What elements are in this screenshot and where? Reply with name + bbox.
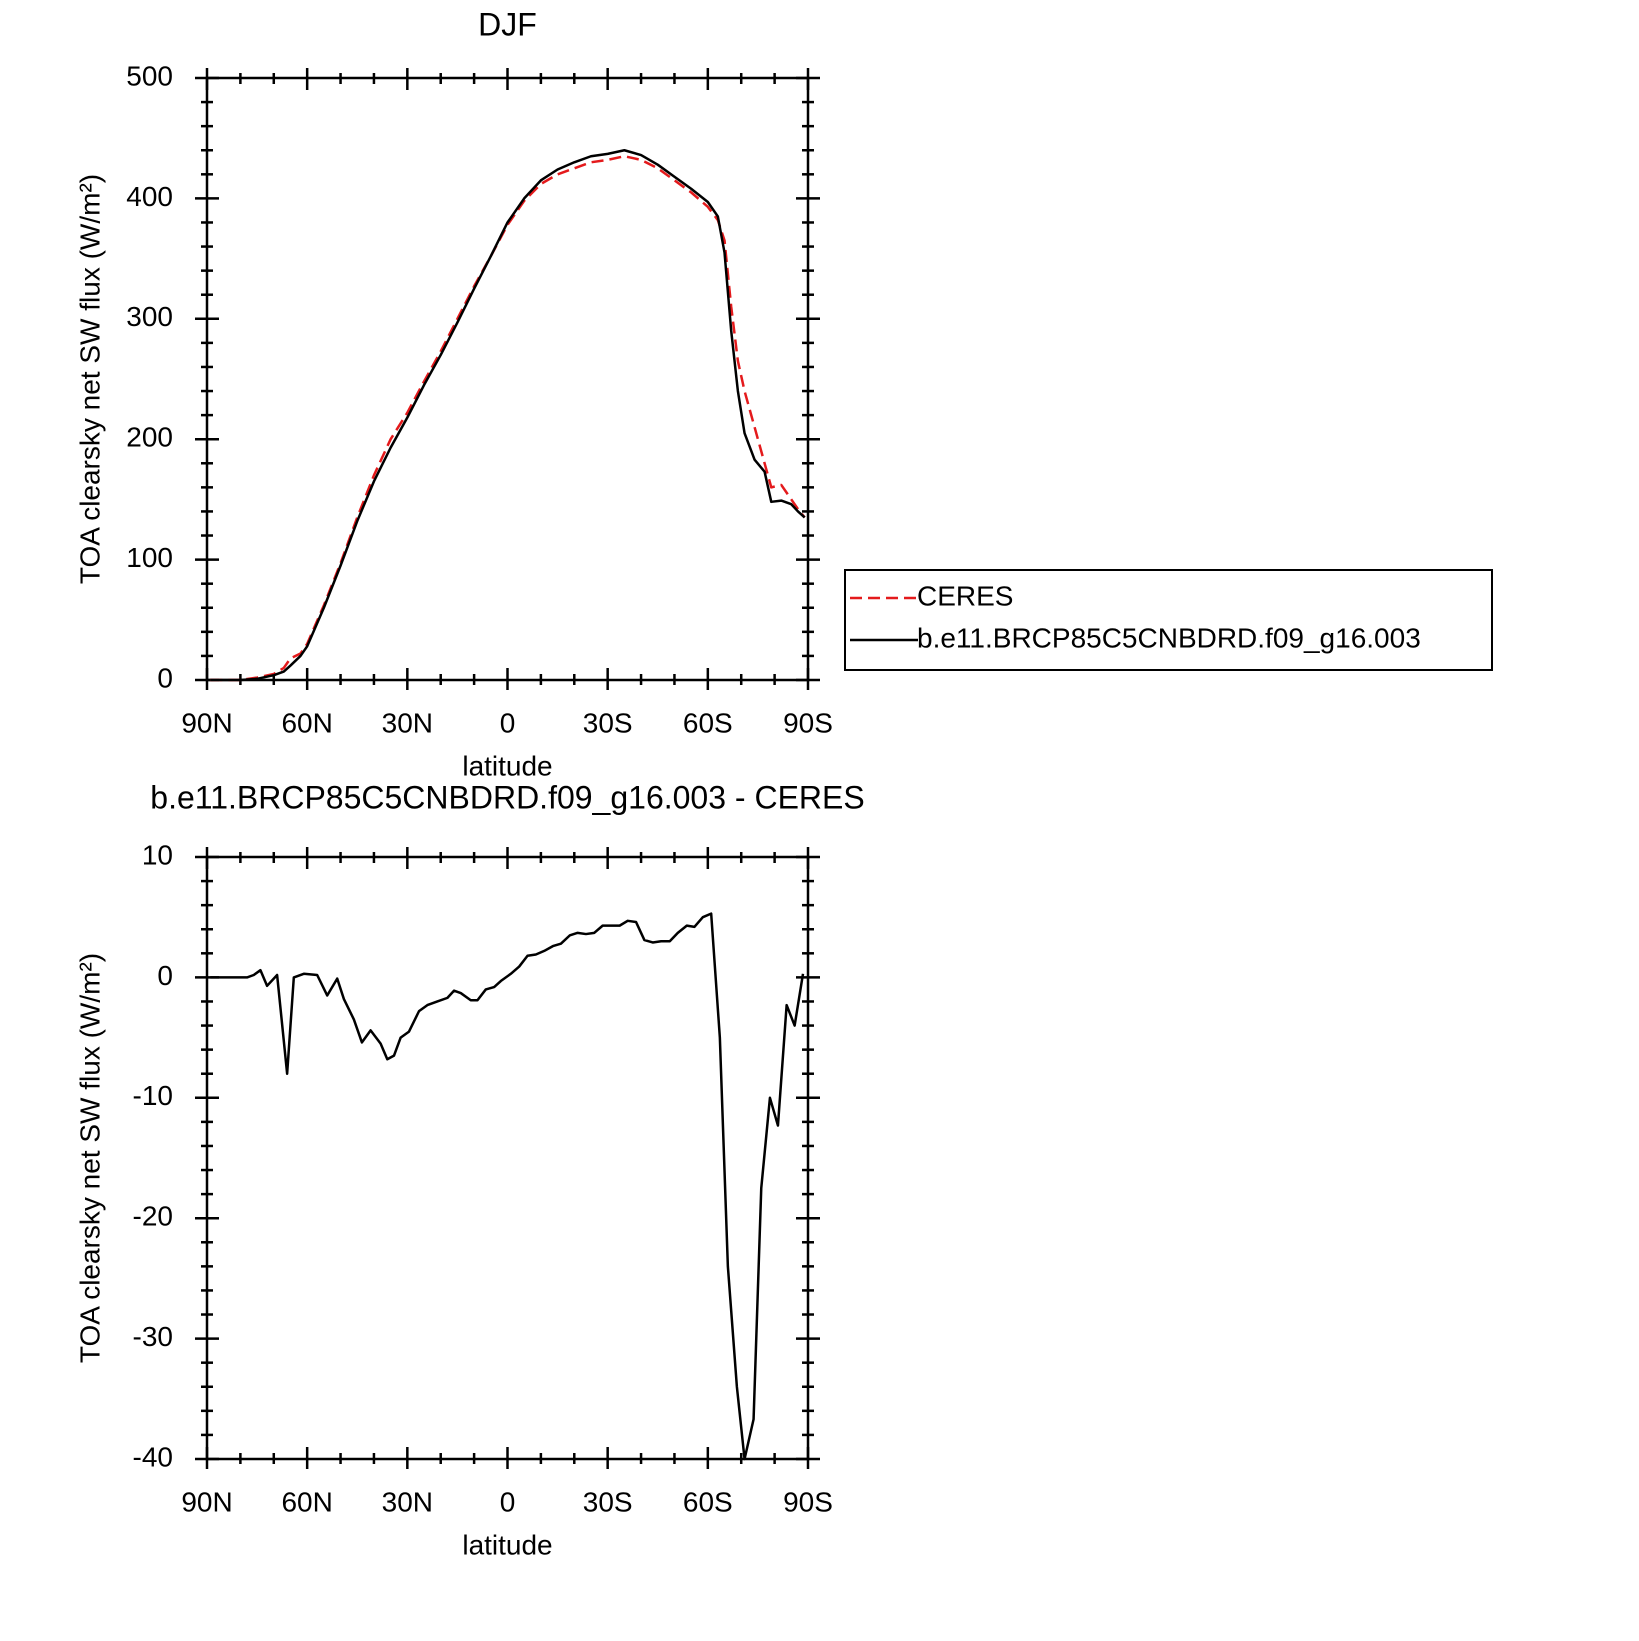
- legend-label: b.e11.BRCP85C5CNBDRD.f09_g16.003: [917, 622, 1421, 653]
- y-tick-label: -40: [133, 1441, 173, 1472]
- x-tick-label: 60N: [281, 707, 332, 738]
- y-tick-label: 200: [126, 422, 173, 453]
- x-axis-label: latitude: [462, 1529, 552, 1560]
- plot-frame: [205, 76, 810, 682]
- y-tick-label: 0: [157, 662, 173, 693]
- data-line: [210, 148, 806, 682]
- y-axis-label: TOA clearsky net SW flux (W/m²): [74, 953, 105, 1363]
- y-tick-label: 100: [126, 542, 173, 573]
- x-tick-label: 30S: [583, 1486, 633, 1517]
- y-tick-label: 500: [126, 60, 173, 91]
- x-tick-label: 30S: [583, 707, 633, 738]
- y-tick-label: 10: [142, 839, 173, 870]
- legend-label: CERES: [917, 580, 1013, 611]
- x-tick-label: 60S: [683, 707, 733, 738]
- x-tick-label: 90S: [783, 707, 833, 738]
- x-tick-label: 30N: [382, 1486, 433, 1517]
- data-line: [210, 912, 805, 1461]
- x-tick-label: 90N: [181, 1486, 232, 1517]
- plot-frame: [205, 855, 810, 1461]
- y-tick-label: 300: [126, 301, 173, 332]
- y-tick-label: 0: [157, 960, 173, 991]
- x-tick-label: 0: [500, 707, 516, 738]
- chart-title: DJF: [478, 6, 537, 42]
- data-line: [210, 155, 806, 682]
- chart-title: b.e11.BRCP85C5CNBDRD.f09_g16.003 - CERES: [150, 779, 864, 815]
- x-axis-label: latitude: [462, 750, 552, 781]
- y-tick-label: -20: [133, 1201, 173, 1232]
- y-tick-label: 400: [126, 181, 173, 212]
- y-tick-label: -30: [133, 1321, 173, 1352]
- y-axis-label: TOA clearsky net SW flux (W/m²): [74, 174, 105, 584]
- legend-box: [844, 569, 1493, 671]
- x-tick-label: 90S: [783, 1486, 833, 1517]
- x-tick-label: 60S: [683, 1486, 733, 1517]
- x-tick-label: 30N: [382, 707, 433, 738]
- x-tick-label: 60N: [281, 1486, 332, 1517]
- y-tick-label: -10: [133, 1080, 173, 1111]
- x-tick-label: 90N: [181, 707, 232, 738]
- x-tick-label: 0: [500, 1486, 516, 1517]
